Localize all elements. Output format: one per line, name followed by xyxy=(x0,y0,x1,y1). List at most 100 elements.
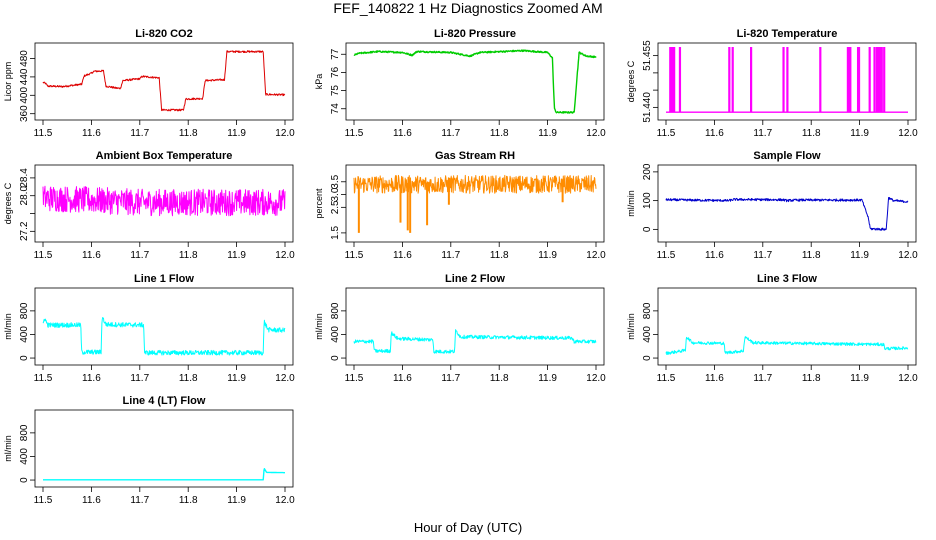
x-tick-label: 11.8 xyxy=(802,373,821,384)
x-tick-label: 12.0 xyxy=(275,495,295,506)
panel-4: Ambient Box Temperature 11.5 11.6 11.7 11.8 1… xyxy=(3,150,295,261)
plot-frame xyxy=(657,287,917,366)
y-axis-label: ml/min xyxy=(626,313,636,340)
panel-title: Sample Flow xyxy=(753,150,821,162)
y-tick-label: 0 xyxy=(330,355,341,361)
y-axis-label: ml/min xyxy=(3,313,13,340)
panel-title: Gas Stream RH xyxy=(435,150,515,162)
y-axis-label: ml/min xyxy=(626,190,636,217)
panel-title: Li-820 CO2 xyxy=(135,28,192,40)
y-tick-label: 400 xyxy=(19,87,30,104)
x-tick-label: 11.8 xyxy=(179,373,198,384)
y-tick-label: 400 xyxy=(19,448,30,465)
y-tick-label: 440 xyxy=(19,68,30,85)
plot-frame xyxy=(345,42,605,121)
x-tick-label: 11.5 xyxy=(34,250,53,261)
x-tick-label: 11.8 xyxy=(802,128,821,139)
y-tick-label: 51.440 xyxy=(642,92,653,123)
x-tick-label: 11.9 xyxy=(227,250,246,261)
x-tick-label: 12.0 xyxy=(586,250,606,261)
x-tick-label: 11.5 xyxy=(34,495,53,506)
x-tick-label: 11.9 xyxy=(538,250,557,261)
x-tick-label: 11.6 xyxy=(705,250,724,261)
y-tick-label: 800 xyxy=(642,302,653,319)
x-tick-label: 11.6 xyxy=(393,373,412,384)
x-tick-label: 11.7 xyxy=(753,128,772,139)
plot-frame xyxy=(657,42,917,121)
y-tick-label: 400 xyxy=(19,326,30,343)
plot-frame xyxy=(345,287,605,366)
panel-7: Line 1 Flow 11.5 11.6 11.7 11.8 11.9 12.0 0 400 8… xyxy=(3,273,295,384)
x-tick-label: 11.7 xyxy=(130,128,149,139)
x-tick-label: 11.9 xyxy=(850,250,869,261)
series-line xyxy=(665,197,909,231)
panel-9: Line 3 Flow 11.5 11.6 11.7 11.8 11.9 12.0 0 400 8… xyxy=(626,273,918,384)
x-tick-label: 11.5 xyxy=(345,250,364,261)
y-tick-label: 28.0 xyxy=(19,186,30,206)
y-tick-label: 0 xyxy=(642,226,653,232)
plot-frame xyxy=(34,287,294,366)
plot-frame xyxy=(34,409,294,488)
y-tick-label: 200 xyxy=(642,163,653,180)
panel-title: Line 3 Flow xyxy=(757,273,817,285)
x-tick-label: 11.9 xyxy=(850,128,869,139)
series-line xyxy=(353,49,597,114)
x-tick-label: 12.0 xyxy=(275,250,295,261)
y-tick-label: 3.0 xyxy=(330,187,341,201)
y-axis-label: ml/min xyxy=(314,313,324,340)
x-tick-label: 11.8 xyxy=(179,128,198,139)
y-axis-label: Licor ppm xyxy=(3,62,13,102)
x-tick-label: 11.5 xyxy=(345,373,364,384)
x-tick-label: 11.5 xyxy=(34,128,53,139)
x-tick-label: 12.0 xyxy=(275,128,295,139)
y-tick-label: 100 xyxy=(642,192,653,209)
y-tick-label: 480 xyxy=(19,50,30,67)
plot-frame xyxy=(34,164,294,243)
series-line xyxy=(42,468,286,481)
x-tick-label: 11.6 xyxy=(82,495,101,506)
x-tick-label: 12.0 xyxy=(898,128,918,139)
x-tick-label: 11.6 xyxy=(393,128,412,139)
x-tick-label: 11.6 xyxy=(705,128,724,139)
y-tick-label: 0 xyxy=(19,355,30,361)
y-tick-label: 800 xyxy=(19,302,30,319)
y-axis-label: degrees C xyxy=(626,60,636,102)
panel-title: Li-820 Pressure xyxy=(434,28,516,40)
x-tick-label: 11.7 xyxy=(441,128,460,139)
y-tick-label: 400 xyxy=(642,326,653,343)
x-tick-label: 11.9 xyxy=(227,128,246,139)
series-line xyxy=(42,185,286,217)
x-tick-label: 11.5 xyxy=(657,373,676,384)
panel-title: Line 2 Flow xyxy=(445,273,505,285)
panel-title: Line 4 (LT) Flow xyxy=(123,395,206,407)
panel-5: Gas Stream RH 11.5 11.6 11.7 11.8 11.9 12.0 1.5… xyxy=(314,150,606,261)
panel-8: Line 2 Flow 11.5 11.6 11.7 11.8 11.9 12.0 0 400 8… xyxy=(314,273,606,384)
series-line xyxy=(353,329,597,354)
x-tick-label: 11.5 xyxy=(345,128,364,139)
y-tick-label: 74 xyxy=(330,103,341,115)
y-tick-label: 76 xyxy=(330,66,341,78)
x-tick-label: 11.9 xyxy=(538,373,557,384)
x-tick-label: 11.6 xyxy=(705,373,724,384)
y-tick-label: 77 xyxy=(330,48,341,60)
y-tick-label: 400 xyxy=(330,326,341,343)
x-tick-label: 11.8 xyxy=(490,250,509,261)
figure-title: FEF_140822 1 Hz Diagnostics Zoomed AM xyxy=(333,0,602,16)
x-tick-label: 11.5 xyxy=(657,250,676,261)
x-tick-label: 12.0 xyxy=(898,373,918,384)
x-tick-label: 11.8 xyxy=(490,373,509,384)
y-axis-label: ml/min xyxy=(3,435,13,462)
x-tick-label: 11.5 xyxy=(657,128,676,139)
y-tick-label: 0 xyxy=(19,477,30,483)
y-axis-label: percent xyxy=(314,188,324,219)
x-tick-label: 12.0 xyxy=(586,128,606,139)
x-tick-label: 11.7 xyxy=(753,250,772,261)
x-tick-label: 11.7 xyxy=(753,373,772,384)
x-tick-label: 11.7 xyxy=(130,373,149,384)
x-tick-label: 11.8 xyxy=(179,250,198,261)
x-tick-label: 11.9 xyxy=(227,495,246,506)
series-line xyxy=(353,174,597,233)
y-tick-label: 51.455 xyxy=(642,40,653,71)
